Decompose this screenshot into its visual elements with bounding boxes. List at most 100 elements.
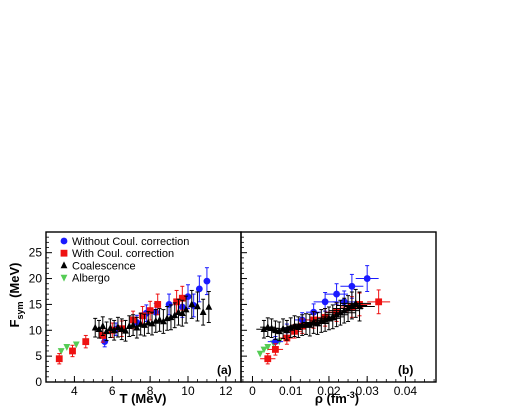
y-axis-title-sub: sym	[15, 302, 25, 320]
legend-label-albergo: Albergo	[72, 273, 110, 285]
panel-b-ticks: 0 0.01 0.02 0.03 0.04	[241, 231, 435, 398]
x-tick-label-a: 4	[71, 384, 78, 398]
panel-b: 0 0.01 0.02 0.03 0.04 (b) ρ (fm-3)	[240, 231, 437, 406]
y-tick-label: 10	[29, 323, 43, 337]
legend-label-without-coul-correction: Without Coul. correction	[72, 236, 189, 248]
data-point	[363, 275, 371, 282]
panel-a-marks	[55, 267, 213, 365]
data-point	[283, 326, 291, 334]
panel-b-label: (b)	[398, 363, 413, 377]
y-axis-title-main: F	[7, 319, 22, 327]
data-point	[55, 355, 63, 363]
data-point	[156, 315, 163, 323]
x-tick-label-a: 12	[219, 384, 233, 398]
x-axis-title-b-close: )	[355, 391, 359, 406]
data-point	[106, 324, 114, 332]
data-point	[314, 319, 321, 327]
legend-marker-without-coul-correction	[60, 237, 68, 245]
data-point	[82, 338, 90, 346]
data-point	[173, 298, 181, 306]
data-point	[139, 312, 146, 320]
legend-label-coalescence: Coalescence	[72, 260, 136, 272]
data-point	[137, 320, 145, 327]
data-point	[333, 290, 340, 298]
x-tick-label-b: 0.01	[279, 384, 303, 398]
legend-marker-albergo	[60, 274, 68, 282]
data-point	[63, 344, 71, 351]
x-tick-label-b: 0.04	[394, 384, 418, 398]
legend-marker-with-coul-correction	[60, 249, 68, 257]
data-point	[178, 309, 186, 317]
x-axis-title-a: T (MeV)	[120, 391, 167, 406]
data-point	[344, 304, 352, 312]
data-point	[141, 321, 148, 328]
y-axis-title: Fsym (MeV)	[7, 263, 25, 328]
data-point	[118, 325, 126, 333]
series-coalescence-a	[91, 289, 213, 342]
series-with-coul-correction-a	[55, 285, 186, 365]
panel-b-marks	[256, 265, 391, 365]
data-point	[268, 324, 275, 332]
data-point	[321, 298, 329, 306]
data-point	[148, 319, 156, 327]
data-point	[175, 308, 182, 315]
x-axis-title-b-sup: -3	[347, 390, 355, 400]
data-point	[256, 350, 264, 358]
data-point	[103, 327, 110, 335]
data-point	[337, 308, 344, 316]
x-tick-label-a: 10	[181, 384, 195, 398]
y-tick-label: 25	[29, 246, 43, 260]
y-tick-label: 15	[29, 297, 43, 311]
data-point	[352, 299, 360, 307]
data-point	[171, 311, 179, 319]
data-point	[356, 302, 363, 310]
data-point	[260, 346, 268, 354]
data-point	[99, 322, 107, 329]
data-point	[95, 325, 103, 333]
data-point	[122, 326, 129, 334]
x-tick-label-a: 8	[147, 384, 154, 398]
data-point	[375, 298, 383, 306]
data-point	[294, 323, 302, 330]
data-point	[133, 323, 141, 331]
data-point	[306, 321, 314, 328]
data-point	[329, 312, 337, 320]
x-tick-label-b: 0	[249, 384, 256, 398]
panel-a-ticks: 4 6 8 10 12 0 5 10 15 20 25	[29, 231, 236, 398]
data-point	[272, 346, 279, 353]
data-point	[72, 341, 80, 349]
data-point	[264, 344, 272, 351]
data-point	[114, 323, 122, 330]
data-point	[91, 323, 99, 331]
x-tick-label-a: 6	[109, 384, 116, 398]
legend-label-with-coul-correction: With Coul. correction	[72, 248, 174, 260]
data-point	[178, 294, 186, 302]
legend-marker-coalescence	[60, 261, 68, 269]
y-tick-label: 20	[29, 272, 43, 286]
data-point	[333, 310, 340, 318]
data-point	[57, 348, 65, 355]
data-point	[182, 305, 190, 313]
data-point	[340, 306, 348, 314]
series-coalescence-b	[256, 288, 375, 342]
data-point	[188, 300, 196, 308]
data-point	[144, 318, 152, 326]
data-point	[167, 313, 175, 321]
data-point	[146, 307, 154, 315]
data-point	[203, 277, 211, 285]
x-tick-label-b: 0.02	[317, 384, 341, 398]
y-tick-label: 5	[35, 349, 42, 363]
data-point	[194, 302, 201, 310]
data-point	[264, 355, 272, 363]
x-axis-title-b-main: ρ (fm	[315, 391, 347, 406]
data-point	[195, 285, 203, 293]
data-point	[69, 347, 76, 355]
data-point	[199, 308, 207, 315]
data-point	[348, 282, 356, 290]
y-axis-title-unit: (MeV)	[7, 263, 22, 302]
panel-a-label: (a)	[217, 363, 232, 377]
x-axis-title-b: ρ (fm-3)	[315, 390, 359, 406]
data-point	[205, 303, 213, 310]
